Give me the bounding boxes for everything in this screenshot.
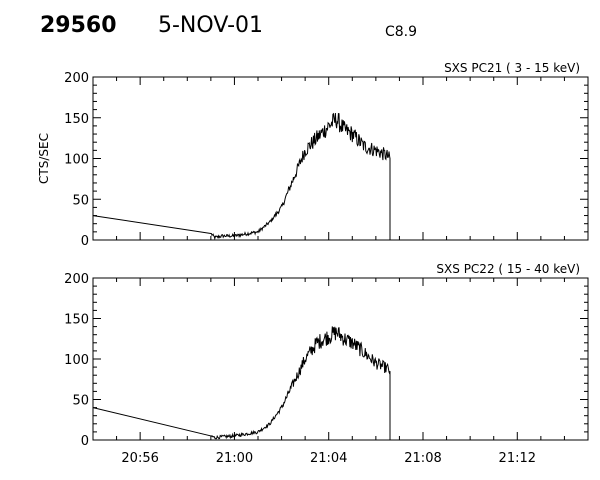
y-tick-label: 150 bbox=[64, 313, 89, 328]
y-tick-label: 200 bbox=[64, 272, 89, 287]
y-tick-label: 0 bbox=[81, 434, 89, 449]
x-tick-label: 20:56 bbox=[121, 451, 158, 466]
y-tick-label: 150 bbox=[64, 112, 89, 127]
panel-1: 0 50 100 150 200 SXS PC21 ( 3 - 15 keV) CTS/SE… bbox=[37, 61, 588, 249]
y-axis-label: CTS/SEC bbox=[37, 133, 51, 184]
plot-frame bbox=[93, 278, 588, 440]
y-tick-label: 50 bbox=[72, 394, 89, 409]
x-tick-label: 21:08 bbox=[404, 451, 441, 466]
x-tick-label: 21:00 bbox=[216, 451, 253, 466]
x-tick-label: 21:04 bbox=[310, 451, 347, 466]
y-tick-label: 50 bbox=[72, 193, 89, 208]
x-tick-label: 21:12 bbox=[499, 451, 536, 466]
y-tick-label: 100 bbox=[64, 353, 89, 368]
y-tick-label: 100 bbox=[64, 153, 89, 168]
series-line-1 bbox=[93, 113, 390, 240]
plot-frame bbox=[93, 77, 588, 240]
y-tick-label: 0 bbox=[81, 234, 89, 249]
panel-title: SXS PC21 ( 3 - 15 keV) bbox=[444, 61, 580, 75]
panel-title: SXS PC22 ( 15 - 40 keV) bbox=[436, 262, 580, 276]
series-line-1 bbox=[93, 326, 390, 440]
y-tick-label: 200 bbox=[64, 71, 89, 86]
panel-2: 0 50 100 150 200 20:56 21:00 21:04 21:08 21:12 SXS… bbox=[64, 262, 588, 466]
